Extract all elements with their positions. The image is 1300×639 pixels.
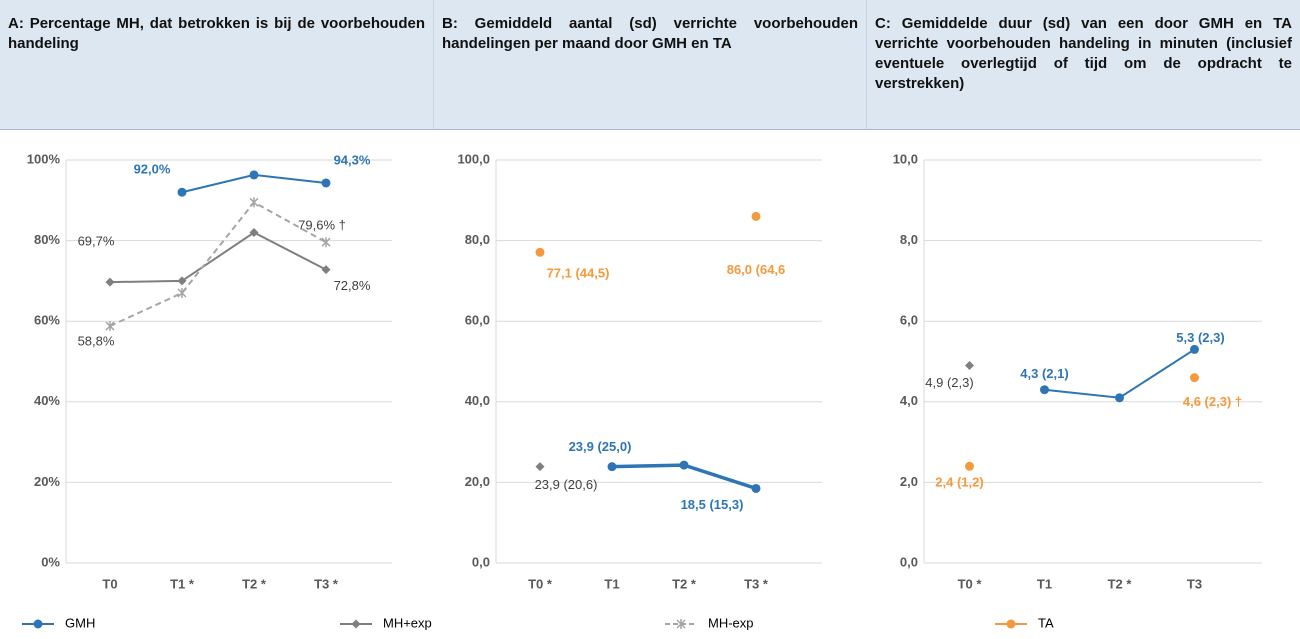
y-tick-label: 4,0 xyxy=(900,393,918,408)
data-label: 5,3 (2,3) xyxy=(1176,330,1224,345)
x-tick-label: T1 * xyxy=(170,576,195,591)
x-tick-label: T1 xyxy=(1037,576,1052,591)
data-point xyxy=(321,237,331,248)
x-tick-label: T2 * xyxy=(672,576,697,591)
data-label: 2,4 (1,2) xyxy=(935,475,983,490)
legend-label: TA xyxy=(1038,615,1054,630)
data-point xyxy=(249,197,259,208)
x-tick-label: T1 xyxy=(604,576,619,591)
panel-title: A: Percentage MH, dat betrokken is bij d… xyxy=(0,0,433,130)
y-tick-label: 0,0 xyxy=(900,554,918,569)
x-tick-label: T0 xyxy=(102,576,117,591)
data-label: 72,8% xyxy=(334,278,371,293)
data-point xyxy=(679,460,689,470)
x-tick-label: T0 * xyxy=(958,576,983,591)
series-line xyxy=(109,231,327,284)
data-point xyxy=(321,178,331,188)
y-tick-label: 100% xyxy=(27,151,61,166)
data-point xyxy=(535,247,545,257)
panel-title: C: Gemiddelde duur (sd) van een door GMH… xyxy=(866,0,1300,130)
y-tick-label: 40% xyxy=(34,393,60,408)
legend-label: MH-exp xyxy=(708,615,754,630)
data-point xyxy=(965,461,974,471)
data-point xyxy=(1190,344,1199,354)
y-tick-label: 40,0 xyxy=(465,393,490,408)
data-label: 86,0 (64,6 xyxy=(727,262,786,277)
data-point xyxy=(535,462,545,472)
data-point xyxy=(1040,385,1049,395)
data-label: 92,0% xyxy=(134,162,171,177)
data-point xyxy=(607,462,617,472)
data-point xyxy=(105,321,115,332)
legend-label: MH+exp xyxy=(383,615,432,630)
y-tick-label: 20% xyxy=(34,474,60,489)
data-point xyxy=(249,170,259,180)
data-point xyxy=(177,276,187,286)
data-label: 79,6% † xyxy=(298,218,346,233)
data-label: 4,9 (2,3) xyxy=(925,375,973,390)
data-point xyxy=(249,228,259,238)
data-label: 23,9 (20,6) xyxy=(535,477,598,492)
data-label: 58,8% xyxy=(78,333,115,348)
x-tick-label: T2 * xyxy=(1108,576,1133,591)
data-label: 4,6 (2,3) † xyxy=(1183,394,1242,409)
y-tick-label: 80,0 xyxy=(465,232,490,247)
data-point xyxy=(965,361,974,371)
data-label: 69,7% xyxy=(78,234,115,249)
y-tick-label: 80% xyxy=(34,232,60,247)
data-point xyxy=(751,211,761,221)
data-point xyxy=(105,277,115,287)
data-label: 4,3 (2,1) xyxy=(1020,366,1068,381)
x-tick-label: T3 xyxy=(1187,576,1202,591)
data-point xyxy=(1115,393,1124,403)
y-tick-label: 20,0 xyxy=(465,474,490,489)
y-tick-label: 60,0 xyxy=(465,313,490,328)
panel-title: B: Gemiddeld aantal (sd) verrichte voorb… xyxy=(433,0,866,130)
data-label: 77,1 (44,5) xyxy=(547,266,610,281)
legend-marker xyxy=(33,619,43,629)
data-point xyxy=(751,483,761,493)
data-label: 23,9 (25,0) xyxy=(569,439,632,454)
x-tick-label: T3 * xyxy=(744,576,769,591)
data-point xyxy=(177,287,187,298)
legend-label: GMH xyxy=(65,615,95,630)
series-line xyxy=(109,201,327,327)
y-tick-label: 100,0 xyxy=(457,151,490,166)
y-tick-label: 60% xyxy=(34,313,60,328)
legend-marker xyxy=(1006,619,1016,629)
x-tick-label: T2 * xyxy=(242,576,267,591)
y-tick-label: 8,0 xyxy=(900,232,918,247)
y-tick-label: 10,0 xyxy=(893,151,918,166)
legend-marker xyxy=(351,619,361,629)
data-point xyxy=(177,187,187,197)
data-point xyxy=(321,265,331,275)
x-tick-label: T0 * xyxy=(528,576,553,591)
data-point xyxy=(1190,373,1199,383)
y-tick-label: 6,0 xyxy=(900,313,918,328)
data-label: 18,5 (15,3) xyxy=(681,497,744,512)
y-tick-label: 2,0 xyxy=(900,474,918,489)
y-tick-label: 0,0 xyxy=(472,554,490,569)
data-label: 94,3% xyxy=(334,152,371,167)
legend-marker xyxy=(676,619,686,629)
y-tick-label: 0% xyxy=(41,554,60,569)
x-tick-label: T3 * xyxy=(314,576,339,591)
